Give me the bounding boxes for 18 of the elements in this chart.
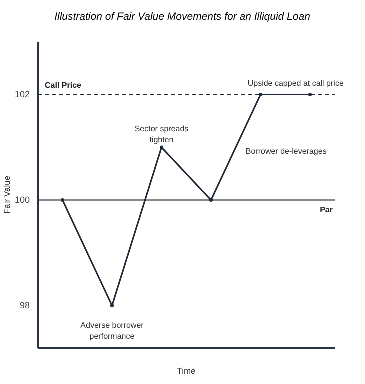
y-tick-label: 100	[14, 195, 30, 206]
y-tick-label: 102	[14, 90, 30, 100]
point	[160, 146, 164, 150]
point	[110, 304, 114, 308]
ref-line-label: Call Price	[45, 80, 82, 90]
y-tick-label: 98	[20, 300, 30, 311]
annotation: Upside capped at call price	[248, 79, 344, 88]
point	[209, 198, 214, 202]
ref-line-label: Par	[320, 205, 333, 214]
point	[258, 92, 263, 97]
point	[308, 92, 312, 97]
annotation: Sector spreads tighten	[134, 124, 189, 145]
y-axis-title: Fair Value	[2, 176, 12, 214]
annotation: Borrower de-leverages	[246, 147, 327, 156]
chart-title: Illustration of Fair Value Movements for an Illiquid Loan	[54, 11, 311, 23]
annotation: Adverse borrower performance	[80, 320, 144, 341]
point	[60, 198, 65, 202]
x-axis-title: Time	[177, 366, 196, 376]
